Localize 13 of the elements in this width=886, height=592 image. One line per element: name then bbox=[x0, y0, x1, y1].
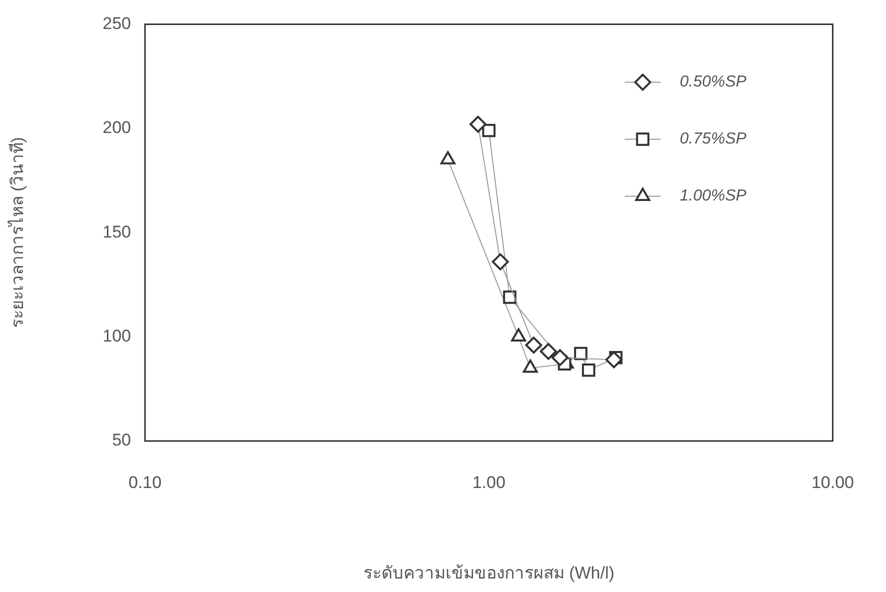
y-tick-label: 150 bbox=[102, 222, 131, 242]
legend-label: 0.50%SP bbox=[680, 74, 747, 91]
y-tick-label: 250 bbox=[102, 14, 131, 33]
x-axis-title: ระดับความเข้มของการผสม (Wh/l) bbox=[363, 563, 614, 582]
legend-label: 1.00%SP bbox=[680, 188, 747, 205]
x-tick-label: 0.10 bbox=[128, 472, 162, 492]
y-axis-title: ระยะเวลาการไหล (วินาที) bbox=[6, 137, 27, 328]
x-tick-label: 10.00 bbox=[811, 472, 854, 492]
y-tick-label: 100 bbox=[102, 326, 131, 346]
x-tick-label: 1.00 bbox=[472, 472, 506, 492]
y-tick-label: 50 bbox=[112, 430, 131, 450]
y-tick-label: 200 bbox=[102, 118, 131, 138]
legend-label: 0.75%SP bbox=[680, 130, 747, 148]
